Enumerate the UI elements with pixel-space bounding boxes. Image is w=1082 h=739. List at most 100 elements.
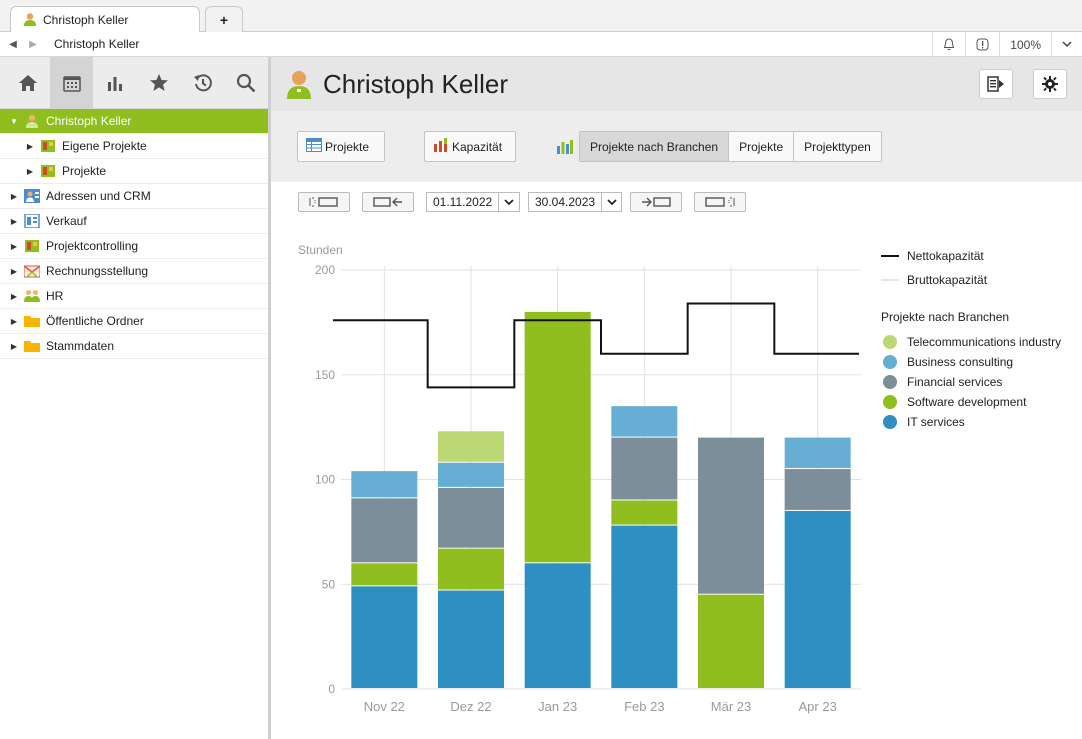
bar-segment [351,498,418,563]
export-button[interactable] [979,69,1013,99]
bar-segment [611,500,678,525]
expand-arrow-icon[interactable]: ▶ [10,316,18,326]
sidebar-item-stammdaten[interactable]: ▶ Stammdaten [0,334,268,359]
chevron-down-icon[interactable] [601,193,621,211]
shift-range-right-button[interactable] [630,192,682,212]
expand-arrow-icon[interactable]: ▶ [10,266,18,276]
sidebar-item-oeffentliche-ordner[interactable]: ▶ Öffentliche Ordner [0,309,268,334]
project-icon [40,139,56,153]
date-to-select[interactable]: 30.04.2023 [528,192,622,212]
star-icon[interactable] [137,57,181,109]
legend-swatch [883,335,897,349]
expand-arrow-icon[interactable]: ▶ [26,166,34,176]
tab-christoph-keller[interactable]: Christoph Keller [10,6,200,33]
expand-range-left-button[interactable] [298,192,350,212]
chart-icon[interactable] [93,57,137,109]
legend-item-label: Software development [907,395,1027,409]
segment-projekttypen[interactable]: Projekttypen [793,132,881,161]
shift-range-left-button[interactable] [362,192,414,212]
legend-netto[interactable]: Nettokapazität [881,244,1081,268]
sidebar-item-christoph-keller[interactable]: ▼ Christoph Keller [0,109,268,134]
bar-segment [784,437,851,469]
legend-swatch [883,395,897,409]
project-icon [40,164,56,178]
expand-arrow-icon[interactable]: ▶ [10,341,18,351]
sales-icon [24,213,40,229]
tree-item-label: Projektcontrolling [46,239,139,253]
view-segment-control: Projekte nach Branchen Projekte Projektt… [579,131,882,162]
tree-item-label: Öffentliche Ordner [46,314,144,328]
y-tick-label: 100 [315,473,335,487]
sidebar-item-adressen-und-crm[interactable]: ▶ Adressen und CRM [0,184,268,209]
bar-segment [524,311,591,563]
bar-chart-icon [557,140,573,157]
projekte-button[interactable]: Projekte [297,131,385,162]
legend-item[interactable]: Business consulting [881,354,1081,370]
navigation-tree: ▼ Christoph Keller ▶ Eigene Projekte ▶ P… [0,109,268,359]
legend-item-label: Business consulting [907,355,1014,369]
sidebar-item-projektcontrolling[interactable]: ▶ Projektcontrolling [0,234,268,259]
y-tick-label: 50 [322,577,336,591]
expand-arrow-icon[interactable]: ▶ [10,291,18,301]
controlling-icon [24,239,40,253]
new-tab-button[interactable]: + [205,6,243,33]
settings-gear-icon[interactable] [1033,69,1067,99]
legend-item[interactable]: Telecommunications industry [881,334,1081,350]
y-tick-label: 200 [315,263,335,277]
legend-brutto-label: Bruttokapazität [907,273,988,287]
legend-item[interactable]: Financial services [881,374,1081,390]
sidebar-item-hr[interactable]: ▶ HR [0,284,268,309]
x-tick-label: Nov 22 [364,699,405,714]
segment-projekte[interactable]: Projekte [728,132,794,161]
bar-segment [611,525,678,688]
bar-segment [438,462,504,487]
segment-projekte-nach-branchen[interactable]: Projekte nach Branchen [580,132,729,161]
kapazitaet-button[interactable]: Kapazität [424,131,516,162]
expand-range-right-button[interactable] [694,192,746,212]
bar-segment [438,590,504,688]
folder-icon [24,339,40,353]
legend-item[interactable]: Software development [881,394,1081,410]
tree-item-label: Stammdaten [46,339,115,353]
alert-icon[interactable] [965,32,999,57]
back-arrow-icon[interactable]: ◀ [9,38,17,50]
expand-arrow-icon[interactable]: ▶ [10,216,18,226]
expand-arrow-icon[interactable]: ▶ [10,191,18,201]
history-icon[interactable] [181,57,225,109]
x-tick-label: Apr 23 [799,699,837,714]
calendar-icon[interactable] [49,56,94,109]
expand-arrow-icon[interactable]: ▼ [10,116,18,126]
sidebar-item-projekte[interactable]: ▶ Projekte [0,159,268,184]
y-tick-label: 0 [328,682,335,696]
bar-segment [698,594,764,688]
x-tick-label: Feb 23 [624,699,664,714]
chevron-down-icon[interactable] [1051,32,1082,57]
sidebar-splitter[interactable] [268,57,271,739]
sidebar-item-rechnungsstellung[interactable]: ▶ Rechnungsstellung [0,259,268,284]
legend-swatch [883,415,897,429]
bar-segment [524,563,591,688]
sidebar-item-verkauf[interactable]: ▶ Verkauf [0,209,268,234]
chevron-down-icon[interactable] [498,193,518,211]
legend-brutto[interactable]: Bruttokapazität [881,268,1081,292]
tree-item-label: Verkauf [46,214,87,228]
tree-item-label: Adressen und CRM [46,189,151,203]
address-text[interactable]: Christoph Keller [54,37,140,51]
legend-netto-label: Nettokapazität [907,249,984,263]
search-icon[interactable] [224,57,268,109]
expand-arrow-icon[interactable]: ▶ [10,241,18,251]
date-from-select[interactable]: 01.11.2022 [426,192,520,212]
legend-item[interactable]: IT services [881,414,1081,430]
forward-arrow-icon[interactable]: ▶ [29,38,37,50]
bell-icon[interactable] [932,32,965,57]
person-icon [23,12,37,29]
expand-arrow-icon[interactable]: ▶ [26,141,34,151]
tree-item-label: HR [46,289,64,303]
zoom-level[interactable]: 100% [999,32,1051,57]
sidebar-item-eigene-projekte[interactable]: ▶ Eigene Projekte [0,134,268,159]
home-icon[interactable] [6,57,50,109]
x-tick-label: Mär 23 [711,699,751,714]
bar-segment [438,487,504,548]
person-icon [24,114,40,128]
legend-swatch [883,375,897,389]
